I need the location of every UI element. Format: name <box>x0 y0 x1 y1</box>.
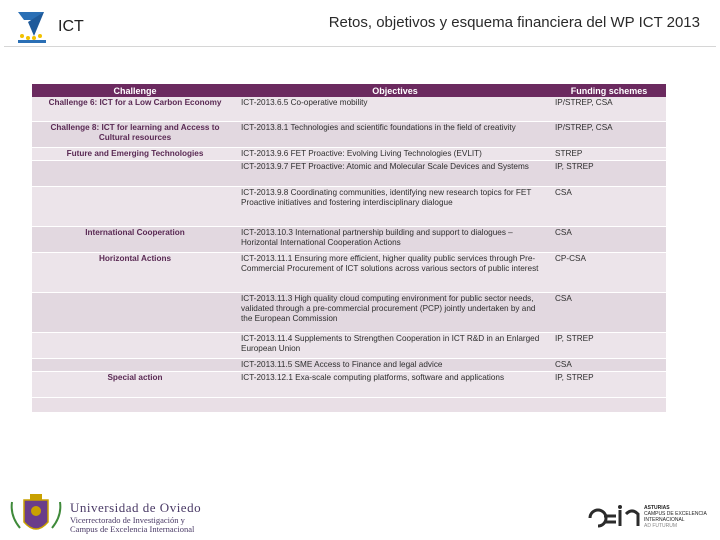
funding-cell: IP, STREP <box>552 160 666 187</box>
funding-cell: CSA <box>552 292 666 333</box>
campus-line-4: AD FUTURUM <box>644 523 678 529</box>
challenge-cell: Horizontal Actions <box>32 252 238 293</box>
table-row: ICT-2013.11.4 Supplements to Strengthen … <box>32 332 666 359</box>
objective-cell: ICT-2013.9.6 FET Proactive: Evolving Liv… <box>238 147 552 161</box>
objective-cell: ICT-2013.9.8 Coordinating communities, i… <box>238 186 552 227</box>
university-subtitle-1: Vicerrectorado de Investigación y <box>70 515 185 525</box>
col-header-funding: Funding schemes <box>552 84 666 97</box>
objective-cell: ICT-2013.9.7 FET Proactive: Atomic and M… <box>238 160 552 187</box>
campus-line-2: CAMPUS DE EXCELENCIA <box>644 511 707 517</box>
campus-excelencia-logo-icon <box>588 505 640 528</box>
university-caption: Universidad de Oviedo Vicerrectorado de … <box>70 500 201 534</box>
table-row: ICT-2013.11.3 High quality cloud computi… <box>32 292 666 333</box>
table-row: Future and Emerging Technologies ICT-201… <box>32 147 666 161</box>
challenge-cell <box>32 160 238 187</box>
funding-cell: IP/STREP, CSA <box>552 121 666 148</box>
campus-line-1: ASTURIAS <box>644 505 670 511</box>
col-header-objectives: Objectives <box>238 84 552 97</box>
funding-cell: CSA <box>552 358 666 372</box>
funding-cell: STREP <box>552 147 666 161</box>
table-row: International Cooperation ICT-2013.10.3 … <box>32 226 666 253</box>
campus-caption: ASTURIAS CAMPUS DE EXCELENCIA INTERNACIO… <box>644 505 707 529</box>
challenge-cell: Future and Emerging Technologies <box>32 147 238 161</box>
challenge-cell <box>32 332 238 359</box>
objective-cell: ICT-2013.11.1 Ensuring more efficient, h… <box>238 252 552 293</box>
challenge-cell <box>32 186 238 227</box>
objective-cell: ICT-2013.8.1 Technologies and scientific… <box>238 121 552 148</box>
university-name: Universidad de Oviedo <box>70 500 202 515</box>
funding-cell: IP, STREP <box>552 371 666 398</box>
challenge-cell <box>32 292 238 333</box>
table-row: Horizontal Actions ICT-2013.11.1 Ensurin… <box>32 252 666 293</box>
work-programme-table: Challenge Objectives Funding schemes Cha… <box>32 84 666 412</box>
funding-cell: CSA <box>552 186 666 227</box>
funding-cell: IP/STREP, CSA <box>552 97 666 122</box>
objective-cell: ICT-2013.6.5 Co-operative mobility <box>238 97 552 122</box>
campus-line-3: INTERNACIONAL <box>644 517 685 523</box>
objective-cell: ICT-2013.12.1 Exa-scale computing platfo… <box>238 371 552 398</box>
table-row: ICT-2013.9.8 Coordinating communities, i… <box>32 186 666 227</box>
funding-cell: CP-CSA <box>552 252 666 293</box>
col-header-challenge: Challenge <box>32 84 238 97</box>
challenge-cell <box>32 358 238 372</box>
funding-cell: IP, STREP <box>552 332 666 359</box>
title-divider <box>4 46 716 47</box>
objective-cell: ICT-2013.11.5 SME Access to Finance and … <box>238 358 552 372</box>
challenge-cell: Challenge 6: ICT for a Low Carbon Econom… <box>32 97 238 122</box>
objective-cell: ICT-2013.11.4 Supplements to Strengthen … <box>238 332 552 359</box>
challenge-cell: Challenge 8: ICT for learning and Access… <box>32 121 238 148</box>
table-header-row: Challenge Objectives Funding schemes <box>32 84 666 97</box>
table-row: ICT-2013.11.5 SME Access to Finance and … <box>32 358 666 372</box>
university-subtitle-2: Campus de Excelencia Internacional <box>70 524 195 534</box>
challenge-cell: International Cooperation <box>32 226 238 253</box>
table-row: ICT-2013.9.7 FET Proactive: Atomic and M… <box>32 160 666 187</box>
ict-label: ICT <box>58 18 84 35</box>
objective-cell: ICT-2013.10.3 International partnership … <box>238 226 552 253</box>
slide-title: Retos, objetivos y esquema financiera de… <box>328 14 700 31</box>
university-crest-icon <box>10 494 62 530</box>
table-row: Challenge 8: ICT for learning and Access… <box>32 121 666 148</box>
funding-cell: CSA <box>552 226 666 253</box>
challenge-cell: Special action <box>32 371 238 398</box>
table-row: Challenge 6: ICT for a Low Carbon Econom… <box>32 97 666 122</box>
objective-cell: ICT-2013.11.3 High quality cloud computi… <box>238 292 552 333</box>
table-row: Special action ICT-2013.12.1 Exa-scale c… <box>32 371 666 398</box>
fp7-logo-icon <box>18 12 46 43</box>
